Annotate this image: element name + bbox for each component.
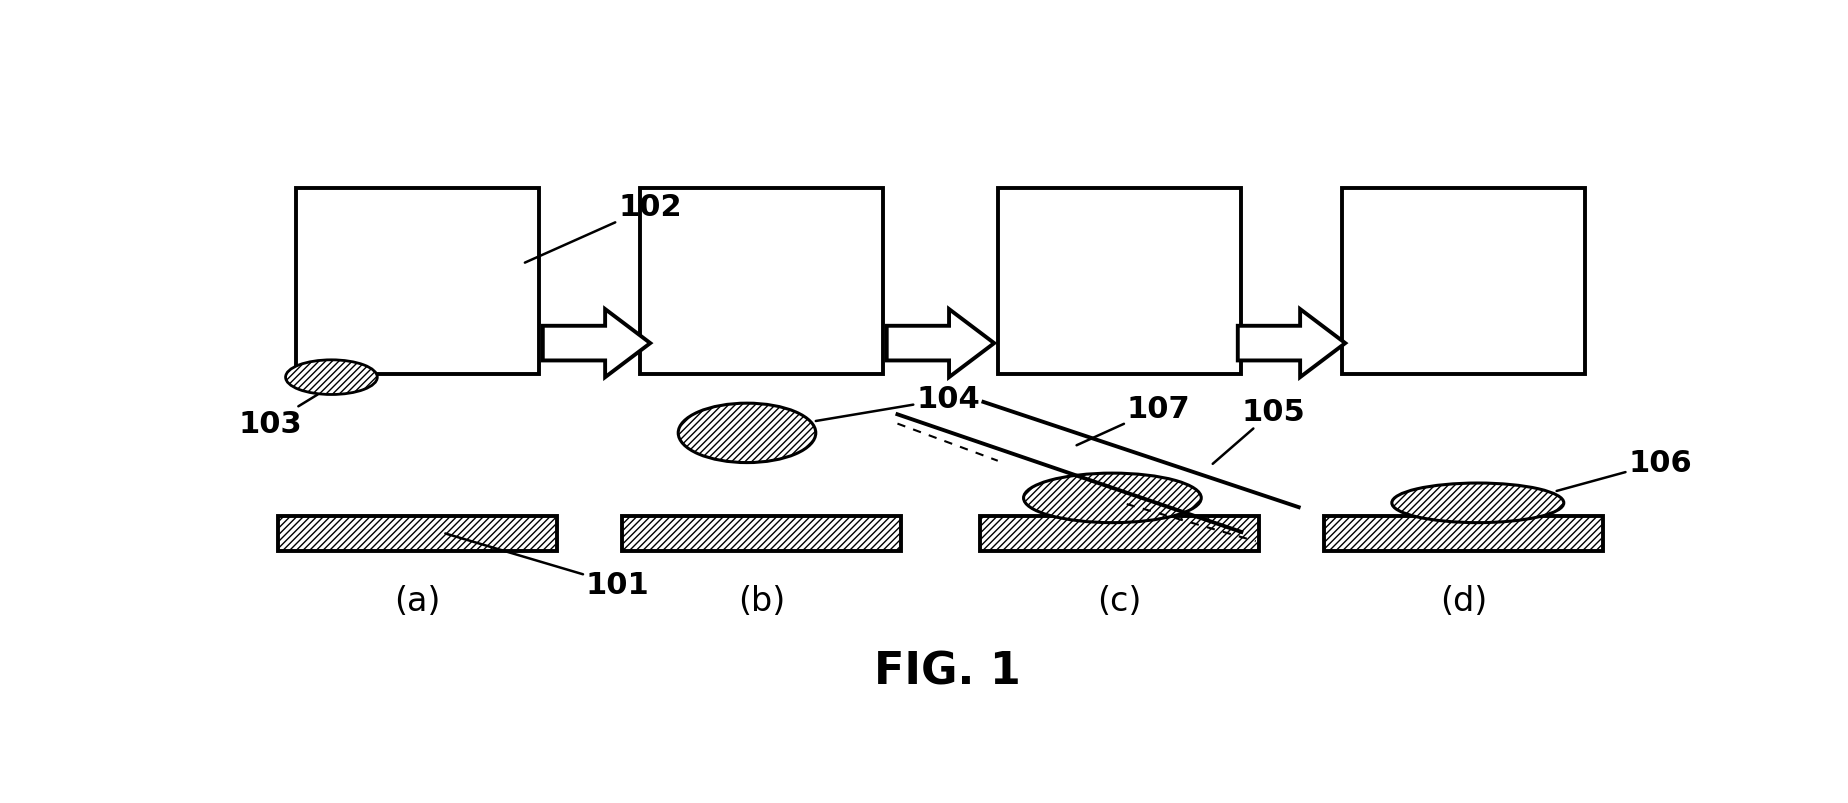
Text: 105: 105 xyxy=(1212,397,1305,464)
Bar xyxy=(296,189,540,374)
Text: (b): (b) xyxy=(737,584,785,617)
Polygon shape xyxy=(543,310,650,377)
Bar xyxy=(621,517,900,551)
Bar xyxy=(998,189,1240,374)
Polygon shape xyxy=(887,310,994,377)
Text: 102: 102 xyxy=(525,194,682,263)
Text: (c): (c) xyxy=(1098,584,1140,617)
Text: (d): (d) xyxy=(1440,584,1486,617)
Text: 101: 101 xyxy=(445,534,649,599)
Ellipse shape xyxy=(1392,483,1563,523)
Bar xyxy=(979,517,1258,551)
Bar xyxy=(639,189,883,374)
Text: 104: 104 xyxy=(815,385,979,422)
Text: 107: 107 xyxy=(1076,394,1190,446)
Ellipse shape xyxy=(678,404,815,463)
Bar xyxy=(277,517,556,551)
Bar xyxy=(1323,517,1602,551)
Bar xyxy=(277,517,556,551)
Bar xyxy=(1342,189,1584,374)
Bar xyxy=(1323,517,1602,551)
Text: 106: 106 xyxy=(1556,449,1691,491)
Text: 103: 103 xyxy=(238,395,318,438)
Text: (a): (a) xyxy=(394,584,440,617)
Ellipse shape xyxy=(285,361,377,395)
Polygon shape xyxy=(1236,310,1345,377)
Ellipse shape xyxy=(1024,474,1201,523)
Text: FIG. 1: FIG. 1 xyxy=(874,650,1020,693)
Bar xyxy=(621,517,900,551)
Bar xyxy=(979,517,1258,551)
